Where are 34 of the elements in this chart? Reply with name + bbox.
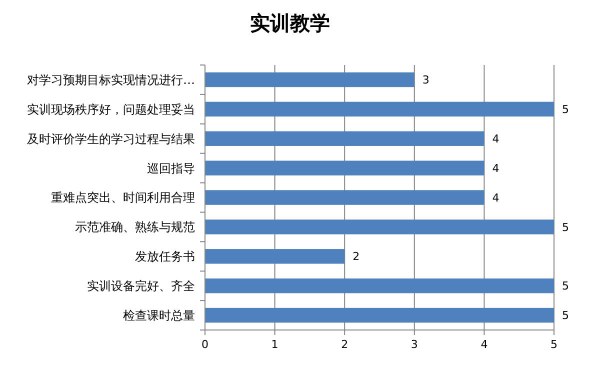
- data-label: 3: [422, 74, 430, 87]
- x-tick-label: 0: [202, 338, 208, 351]
- bar: [205, 308, 554, 323]
- y-tick-label: 检查课时总量: [123, 308, 195, 322]
- x-tick-label: 4: [480, 338, 488, 351]
- x-tick-label: 3: [410, 338, 418, 351]
- y-tick-label: 示范准确、熟练与规范: [75, 220, 195, 234]
- chart-title: 实训教学: [250, 11, 330, 35]
- data-label: 2: [352, 250, 360, 264]
- data-label: 5: [562, 309, 569, 322]
- bar: [205, 190, 484, 205]
- x-tick-label: 2: [341, 338, 348, 351]
- y-tick-label: 实训设备完好、齐全: [87, 279, 195, 294]
- data-label: 5: [562, 280, 569, 293]
- data-label: 5: [562, 220, 569, 234]
- data-label: 4: [492, 162, 500, 175]
- data-label: 5: [562, 103, 569, 116]
- y-tick-label: 对学习预期目标实现情况进行…: [27, 72, 195, 87]
- bar: [205, 102, 554, 117]
- y-tick-label: 巡回指导: [147, 161, 195, 176]
- bar: [205, 131, 484, 146]
- y-tick-label: 实训现场秩序好，问题处理妥当: [27, 102, 195, 116]
- bar: [205, 72, 414, 88]
- y-tick-label: 及时评价学生的学习过程与结果: [27, 132, 195, 146]
- y-tick-label: 重难点突出、时间利用合理: [51, 190, 195, 205]
- bar: [205, 278, 554, 294]
- x-tick-label: 1: [271, 338, 278, 351]
- y-tick-label: 发放任务书: [135, 250, 195, 264]
- data-label: 4: [492, 132, 500, 146]
- bar: [205, 220, 554, 234]
- bar: [205, 249, 345, 264]
- data-label: 4: [492, 191, 500, 204]
- bar: [205, 160, 484, 176]
- x-tick-label: 5: [550, 338, 558, 351]
